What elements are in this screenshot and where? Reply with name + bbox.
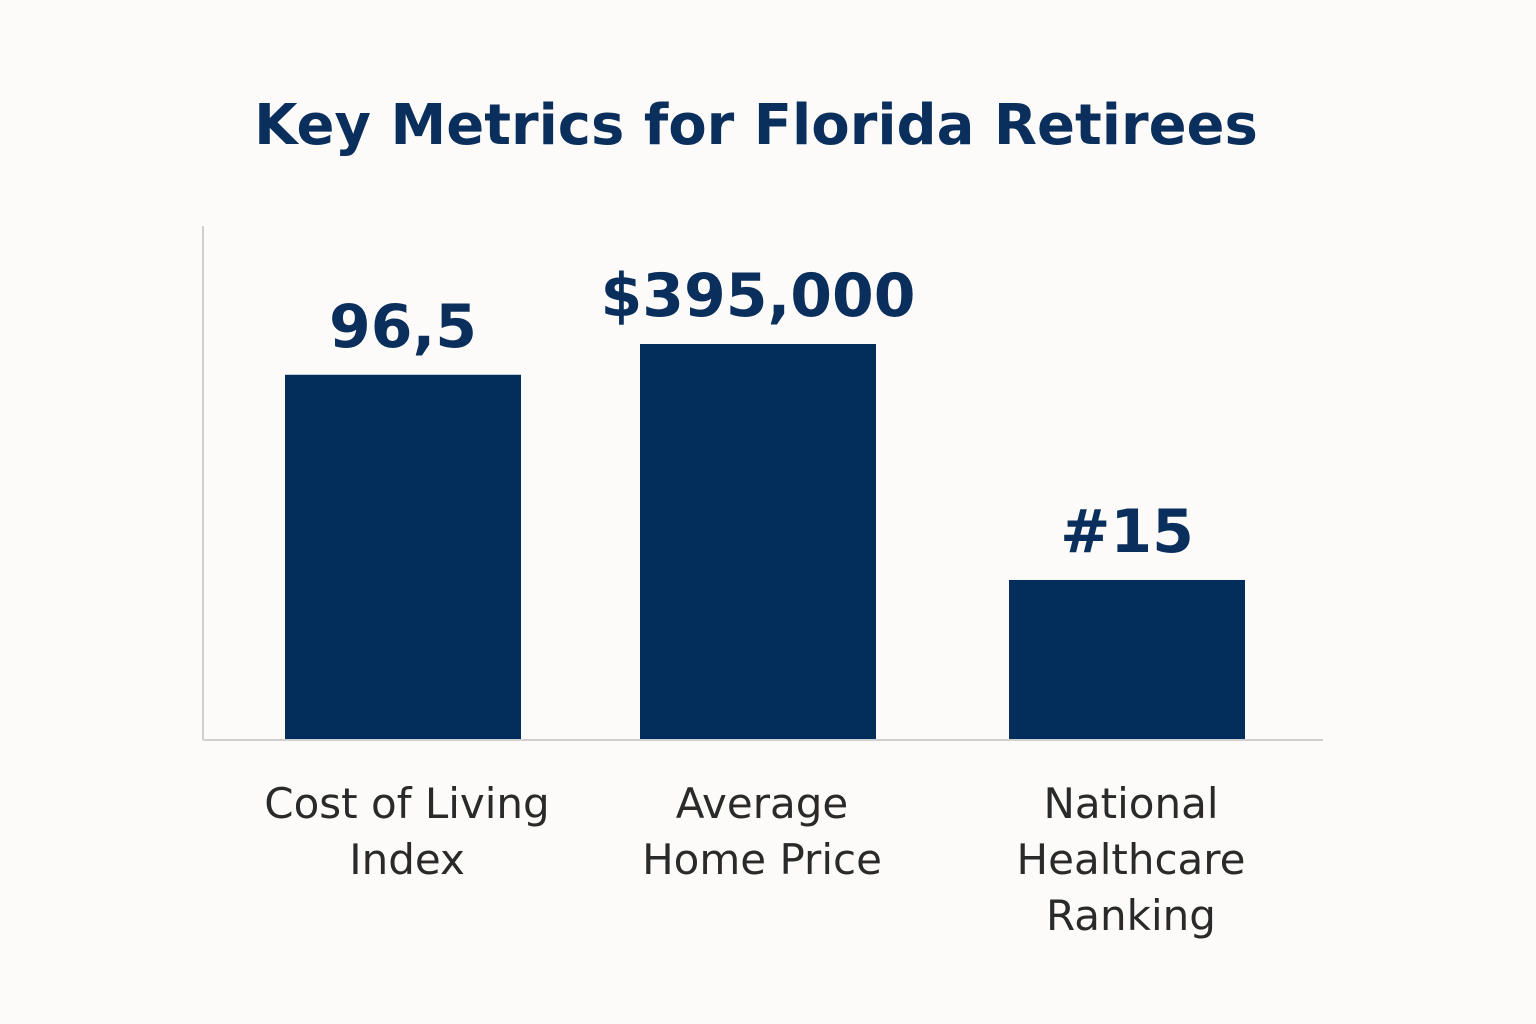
category-label: National [1043, 779, 1218, 828]
category-label: Ranking [1046, 891, 1216, 940]
value-label: $395,000 [600, 261, 915, 331]
bar [1009, 579, 1245, 739]
category-label: Average [676, 779, 848, 828]
chart-title: Key Metrics for Florida Retirees [254, 93, 1258, 158]
category-label: Cost of Living [264, 779, 549, 828]
category-label: Home Price [642, 835, 882, 884]
value-label: #15 [1060, 497, 1194, 567]
category-label: Healthcare [1017, 835, 1246, 884]
category-label: Index [349, 835, 465, 884]
value-label: 96,5 [329, 292, 477, 362]
bar [640, 343, 876, 739]
bar [285, 374, 521, 739]
